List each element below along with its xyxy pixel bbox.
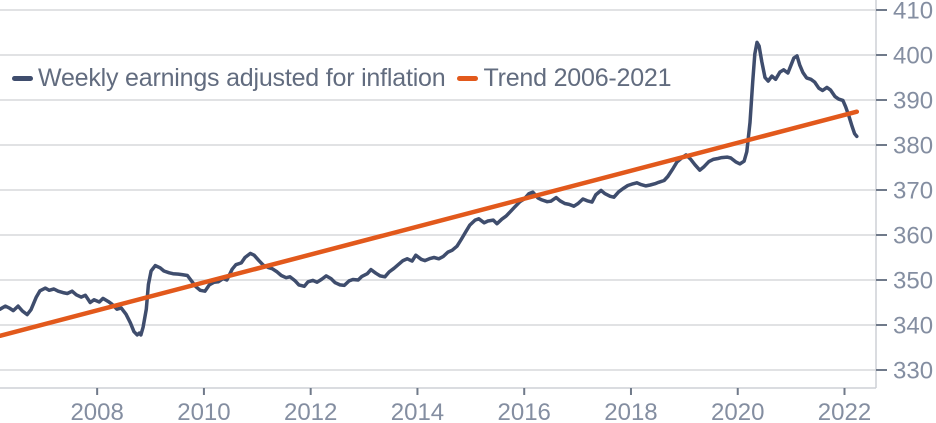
chart-legend: Weekly earnings adjusted for inflation T…: [12, 64, 672, 93]
y-tick-label: 370: [893, 177, 933, 204]
trend-series-swatch-icon: [457, 76, 479, 81]
y-tick-label: 400: [893, 42, 933, 69]
earnings-series-line: [0, 40, 859, 337]
y-tick-label: 360: [893, 222, 933, 249]
legend-label-earnings: Weekly earnings adjusted for inflation: [38, 64, 446, 92]
x-tick-label: 2012: [284, 399, 337, 423]
y-tick-label: 390: [893, 87, 933, 114]
earnings-series-swatch-icon: [12, 76, 33, 81]
x-tick-label: 2020: [711, 399, 764, 423]
gridlines: [0, 9, 876, 371]
y-tick-label: 340: [893, 312, 933, 339]
y-tick-label: 350: [893, 267, 933, 294]
x-axis-ticks: 2008 2010 2012 2014 2016 2018 2020 2022: [70, 388, 871, 423]
legend-label-trend: Trend 2006-2021: [483, 64, 672, 92]
legend-item-trend: Trend 2006-2021: [457, 64, 672, 93]
x-tick-label: 2018: [604, 399, 657, 423]
trend-series-line: [0, 109, 860, 339]
x-tick-label: 2022: [818, 399, 871, 423]
x-tick-label: 2014: [391, 399, 444, 423]
y-tick-label: 330: [893, 357, 933, 384]
y-tick-label: 380: [893, 132, 933, 159]
x-tick-label: 2010: [177, 399, 230, 423]
legend-item-earnings: Weekly earnings adjusted for inflation: [12, 64, 446, 93]
y-tick-label: 410: [893, 0, 933, 24]
x-tick-label: 2016: [498, 399, 551, 423]
axis-lines: [0, 0, 877, 389]
y-axis-ticks: 330 340 350 360 370 380 390 400 410: [876, 0, 933, 384]
x-tick-label: 2008: [70, 399, 123, 423]
